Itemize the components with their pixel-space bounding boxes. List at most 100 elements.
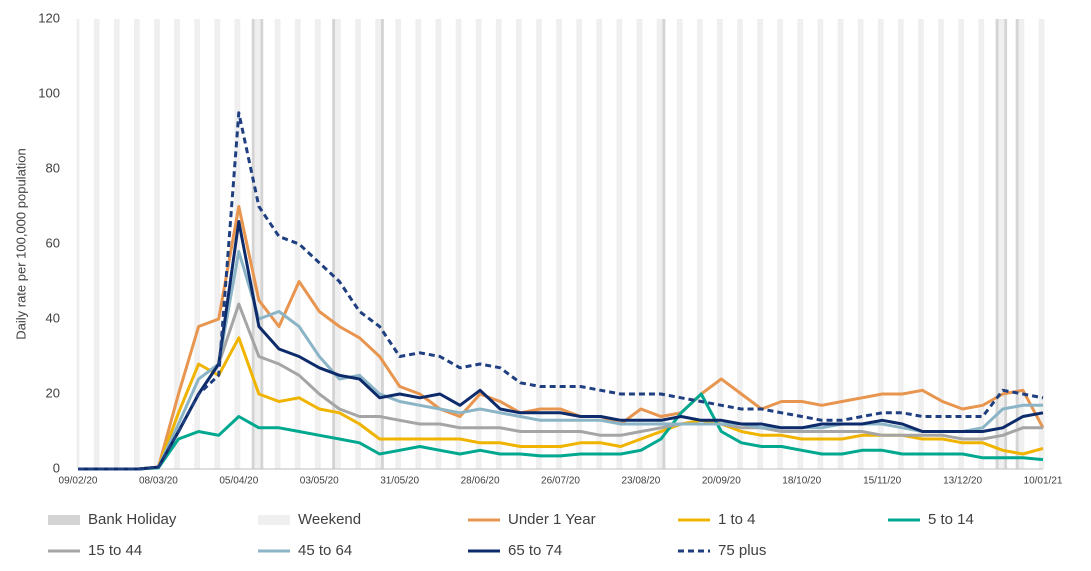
weekend-band	[257, 19, 261, 469]
legend-label: Under 1 Year	[508, 511, 596, 528]
x-tick-label: 31/05/20	[380, 476, 419, 487]
weekend-band	[495, 19, 499, 469]
series-line	[78, 205, 1045, 471]
weekend-band	[536, 19, 539, 469]
weekend-band	[314, 19, 318, 469]
legend-label: Weekend	[298, 511, 361, 528]
bank-holiday-band	[1015, 19, 1019, 469]
legend-label: 1 to 4	[718, 511, 756, 528]
bank-holiday-band	[1004, 19, 1008, 469]
weekend-band	[435, 19, 439, 469]
weekend-band	[719, 19, 723, 469]
x-tick-label: 05/04/20	[219, 476, 258, 487]
weekend-band	[395, 19, 399, 469]
weekend-band	[840, 19, 844, 469]
bank-holiday-band	[380, 19, 384, 469]
weekend-band	[941, 19, 944, 469]
weekend-band	[900, 19, 904, 469]
weekend-band	[177, 19, 180, 469]
weekend-band	[93, 19, 97, 469]
y-tick-label: 120	[38, 10, 60, 25]
weekend-band	[317, 19, 321, 469]
weekend-band	[978, 19, 982, 469]
weekend-band	[599, 19, 603, 469]
weekend-band	[797, 19, 801, 469]
x-tick-label: 20/09/20	[702, 476, 741, 487]
x-tick-label: 15/11/20	[863, 476, 902, 487]
weekend-band	[656, 19, 660, 469]
weekend-band	[981, 19, 985, 469]
legend-swatch	[258, 515, 290, 525]
legend-label: 75 plus	[718, 542, 766, 559]
x-tick-label: 09/02/20	[59, 476, 98, 487]
weekend-band	[254, 19, 258, 469]
weekend-band	[860, 19, 864, 469]
x-tick-label: 03/05/20	[300, 476, 339, 487]
weekend-band	[1018, 19, 1022, 469]
weekend-band	[134, 19, 137, 469]
y-tick-label: 100	[38, 85, 60, 100]
y-tick-label: 20	[46, 385, 60, 400]
weekend-band	[817, 19, 821, 469]
series-line	[78, 392, 1044, 471]
y-tick-label: 80	[46, 160, 60, 175]
weekend-band	[96, 19, 100, 469]
x-tick-label: 13/12/20	[943, 476, 982, 487]
weekend-band	[418, 19, 422, 469]
weekend-band	[636, 19, 640, 469]
legend-label: 15 to 44	[88, 542, 142, 559]
weekend-band	[740, 19, 743, 469]
weekend-band	[800, 19, 804, 469]
x-tick-label: 28/06/20	[461, 476, 500, 487]
weekend-band	[378, 19, 381, 469]
weekend-band	[717, 19, 720, 469]
bank-holiday-band	[251, 19, 255, 469]
weekend-band	[920, 19, 924, 469]
weekend-band	[696, 19, 700, 469]
x-tick-label: 18/10/20	[782, 476, 821, 487]
weekend-band	[616, 19, 620, 469]
weekend-band	[877, 19, 881, 469]
bank-holiday-band	[332, 19, 336, 469]
series-line	[78, 220, 1044, 471]
bank-holiday-band	[662, 19, 666, 469]
legend-label: Bank Holiday	[88, 511, 177, 528]
weekend-band	[538, 19, 542, 469]
legend-label: 45 to 64	[298, 542, 352, 559]
weekend-band	[1021, 19, 1025, 469]
weekend-band	[518, 19, 522, 469]
weekend-band	[475, 19, 479, 469]
weekend-band	[998, 19, 1002, 469]
weekend-band	[274, 19, 278, 469]
weekend-band	[679, 19, 683, 469]
weekend-band	[880, 19, 884, 469]
weekend-band	[194, 19, 198, 469]
y-tick-label: 40	[46, 310, 60, 325]
weekend-band	[619, 19, 623, 469]
weekend-band	[676, 19, 680, 469]
weekend-band	[237, 19, 241, 469]
weekend-band	[737, 19, 741, 469]
series-line	[78, 250, 1043, 471]
weekend-band	[576, 19, 580, 469]
weekend-band	[659, 19, 663, 469]
weekend-band	[478, 19, 482, 469]
weekend-band	[455, 19, 459, 469]
series-line	[78, 302, 1043, 471]
bank-holiday-band	[995, 19, 999, 469]
weekend-band	[217, 19, 221, 469]
weekend-band	[174, 19, 178, 469]
x-tick-label: 26/07/20	[541, 476, 580, 487]
y-axis-label: Daily rate per 100,000 population	[13, 148, 28, 340]
weekend-band	[760, 19, 763, 469]
weekend-band	[498, 19, 502, 469]
weekend-band	[837, 19, 841, 469]
legend-swatch	[48, 515, 80, 525]
weekend-band	[197, 19, 201, 469]
bank-holiday-band	[260, 19, 264, 469]
weekend-band	[757, 19, 761, 469]
weekend-band	[961, 19, 965, 469]
weekend-band	[1038, 19, 1042, 469]
weekend-band	[398, 19, 402, 469]
